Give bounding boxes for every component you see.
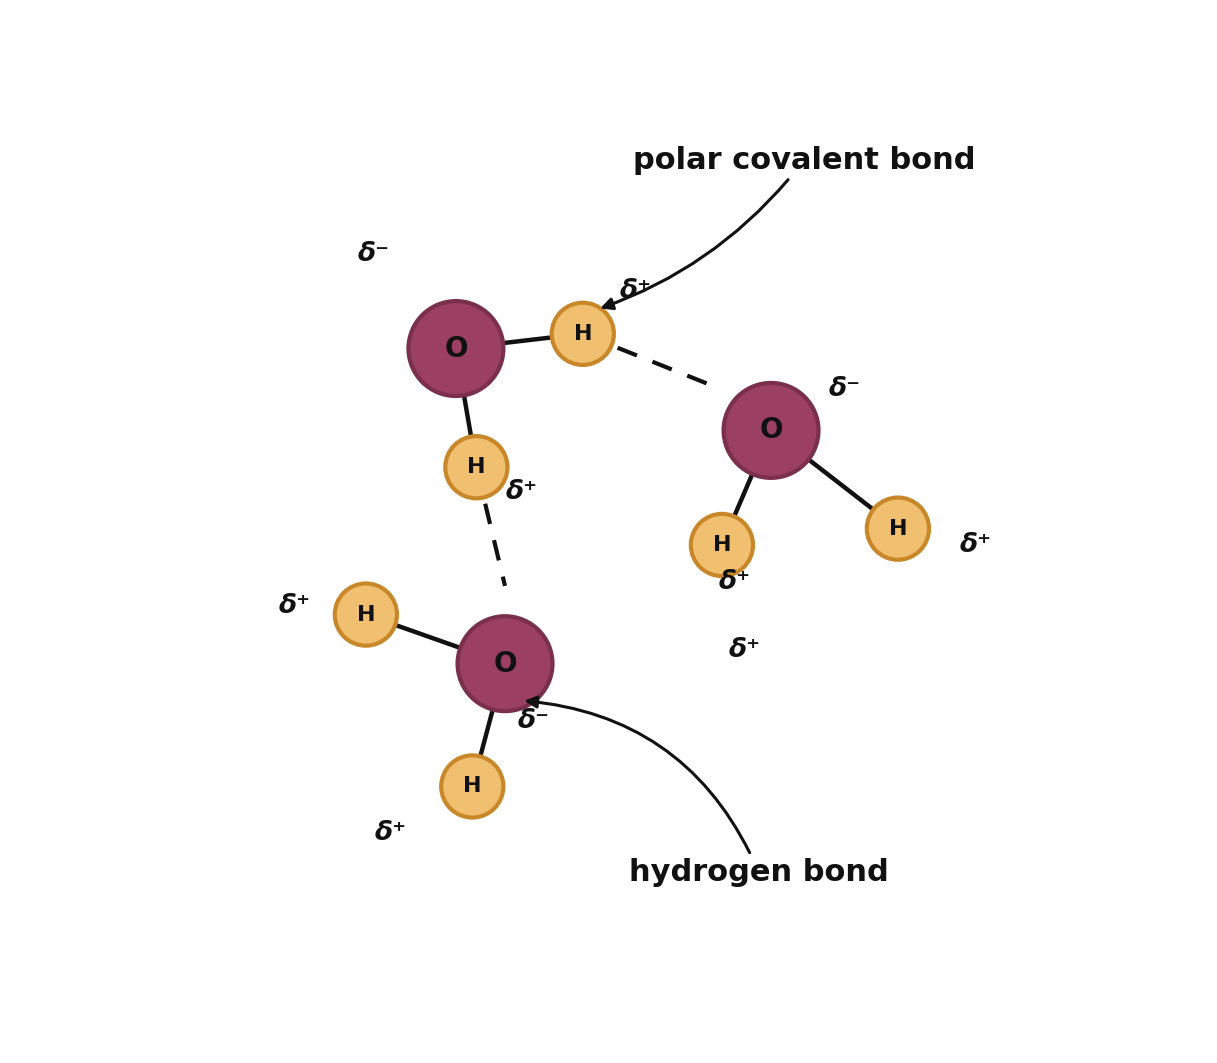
Text: O: O xyxy=(493,649,517,678)
Circle shape xyxy=(442,756,504,817)
Text: δ⁺: δ⁺ xyxy=(375,821,406,846)
Text: H: H xyxy=(888,519,907,539)
Text: δ⁺: δ⁺ xyxy=(505,478,538,505)
Text: δ⁺: δ⁺ xyxy=(718,569,750,595)
Circle shape xyxy=(335,584,397,645)
Text: δ⁺: δ⁺ xyxy=(619,279,652,304)
Text: H: H xyxy=(462,776,482,796)
Text: H: H xyxy=(713,535,731,555)
Text: H: H xyxy=(357,605,375,625)
Text: H: H xyxy=(573,324,591,343)
Text: δ⁺: δ⁺ xyxy=(960,532,992,558)
Circle shape xyxy=(724,383,819,478)
Circle shape xyxy=(409,301,504,396)
Text: δ⁻: δ⁻ xyxy=(829,376,860,403)
Text: δ⁺: δ⁺ xyxy=(729,637,761,662)
Text: δ⁺: δ⁺ xyxy=(279,593,310,620)
Text: O: O xyxy=(444,335,467,362)
Circle shape xyxy=(551,303,613,365)
Text: O: O xyxy=(759,417,783,444)
Text: δ⁻: δ⁻ xyxy=(517,708,550,733)
Circle shape xyxy=(458,617,553,711)
Circle shape xyxy=(867,497,929,560)
Text: δ⁻: δ⁻ xyxy=(358,241,391,268)
Text: H: H xyxy=(467,457,486,477)
Text: polar covalent bond: polar covalent bond xyxy=(604,146,975,308)
Text: hydrogen bond: hydrogen bond xyxy=(527,697,888,887)
Circle shape xyxy=(445,436,507,499)
Circle shape xyxy=(691,513,753,576)
